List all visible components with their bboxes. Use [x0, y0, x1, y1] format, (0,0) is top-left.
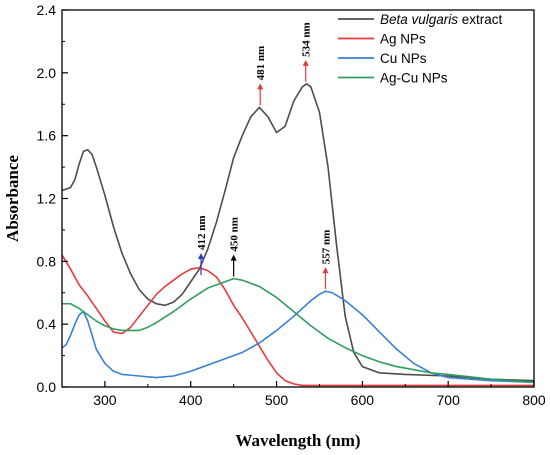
annotation-label-0: 412 nm — [196, 216, 208, 251]
y-axis-title: Absorbance — [3, 155, 22, 242]
annotation-arrowhead-4 — [322, 267, 329, 274]
y-tick-label-6: 2.4 — [37, 2, 57, 18]
legend-label-1: Ag NPs — [380, 32, 426, 47]
x-tick-label-5: 800 — [522, 392, 546, 408]
series-layer — [61, 83, 535, 387]
x-tick-label-4: 700 — [437, 392, 461, 408]
series-line-2 — [61, 290, 535, 384]
annotation-layer: 412 nm 450 nm 481 nm 534 nm 557 nm — [196, 22, 332, 290]
x-tick-label-2: 500 — [265, 392, 289, 408]
x-axis-title: Wavelength (nm) — [235, 431, 360, 450]
legend: Beta vulgaris extract Ag NPs Cu NPs Ag-Cu N… — [338, 12, 503, 86]
series-line-3 — [62, 277, 535, 384]
annotation-label-2: 481 nm — [255, 46, 267, 81]
annotation-arrowhead-1 — [230, 254, 237, 261]
y-tick-label-2: 0.8 — [37, 253, 57, 269]
annotation-label-3: 534 nm — [301, 22, 313, 57]
y-tick-label-0: 0.0 — [37, 379, 57, 395]
x-tick-label-1: 400 — [179, 392, 203, 408]
legend-label-3: Ag-Cu NPs — [380, 71, 448, 86]
annotation-arrowhead-2 — [257, 83, 264, 90]
y-tick-label-3: 1.2 — [37, 191, 57, 207]
annotation-label-1: 450 nm — [229, 217, 241, 252]
series-line-1 — [61, 254, 534, 387]
x-tick-label-3: 600 — [351, 392, 375, 408]
y-tick-label-1: 0.4 — [37, 316, 57, 332]
axes-layer: 300 400 500 600 700 800 0.0 0.4 0.8 1.2 1.6 2.0 2.4 — [37, 2, 546, 408]
legend-label-0: Beta vulgaris extract — [380, 12, 503, 27]
x-tick-label-0: 300 — [93, 392, 117, 408]
annotation-arrowhead-3 — [302, 59, 309, 66]
annotation-label-4: 557 nm — [320, 230, 332, 265]
annotation-arrowhead-0 — [198, 253, 205, 260]
series-line-0 — [61, 83, 535, 382]
y-tick-label-4: 1.6 — [37, 128, 57, 144]
legend-label-2: Cu NPs — [380, 51, 427, 66]
y-tick-label-5: 2.0 — [37, 65, 57, 81]
